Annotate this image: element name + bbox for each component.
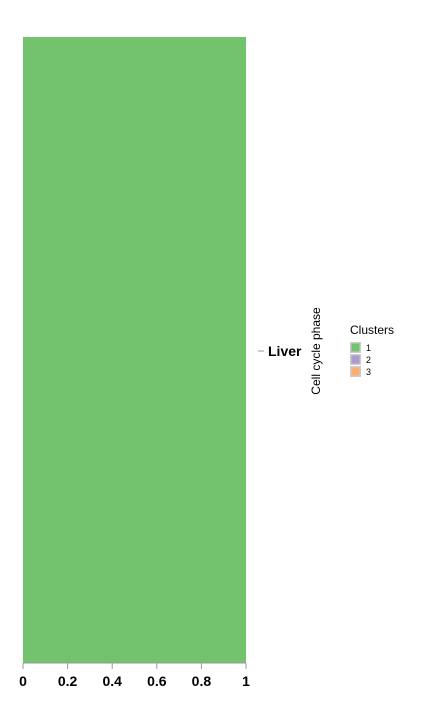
x-tick-label: 0.8	[192, 673, 212, 689]
legend-label-2: 2	[366, 355, 371, 365]
bar-segment-cluster-1	[23, 37, 246, 663]
legend-label-3: 3	[366, 367, 371, 377]
x-axis-ticks: 0 0.2 0.4 0.6 0.8 1	[19, 663, 250, 689]
legend-swatch-1	[351, 343, 360, 352]
legend-label-1: 1	[366, 343, 371, 353]
legend: Clusters 1 2 3	[350, 323, 394, 377]
bar-group	[23, 37, 246, 663]
legend-title: Clusters	[350, 323, 394, 337]
legend-items: 1 2 3	[350, 342, 371, 377]
x-tick-label: 1	[242, 673, 250, 689]
legend-swatch-3	[351, 367, 360, 376]
x-tick-label: 0.2	[58, 673, 78, 689]
legend-swatch-2	[351, 355, 360, 364]
category-label: Liver	[268, 343, 302, 359]
x-tick-label: 0.4	[102, 673, 122, 689]
x-tick-label: 0	[19, 673, 27, 689]
x-tick-label: 0.6	[147, 673, 167, 689]
y-axis-label: Cell cycle phase	[309, 307, 323, 395]
